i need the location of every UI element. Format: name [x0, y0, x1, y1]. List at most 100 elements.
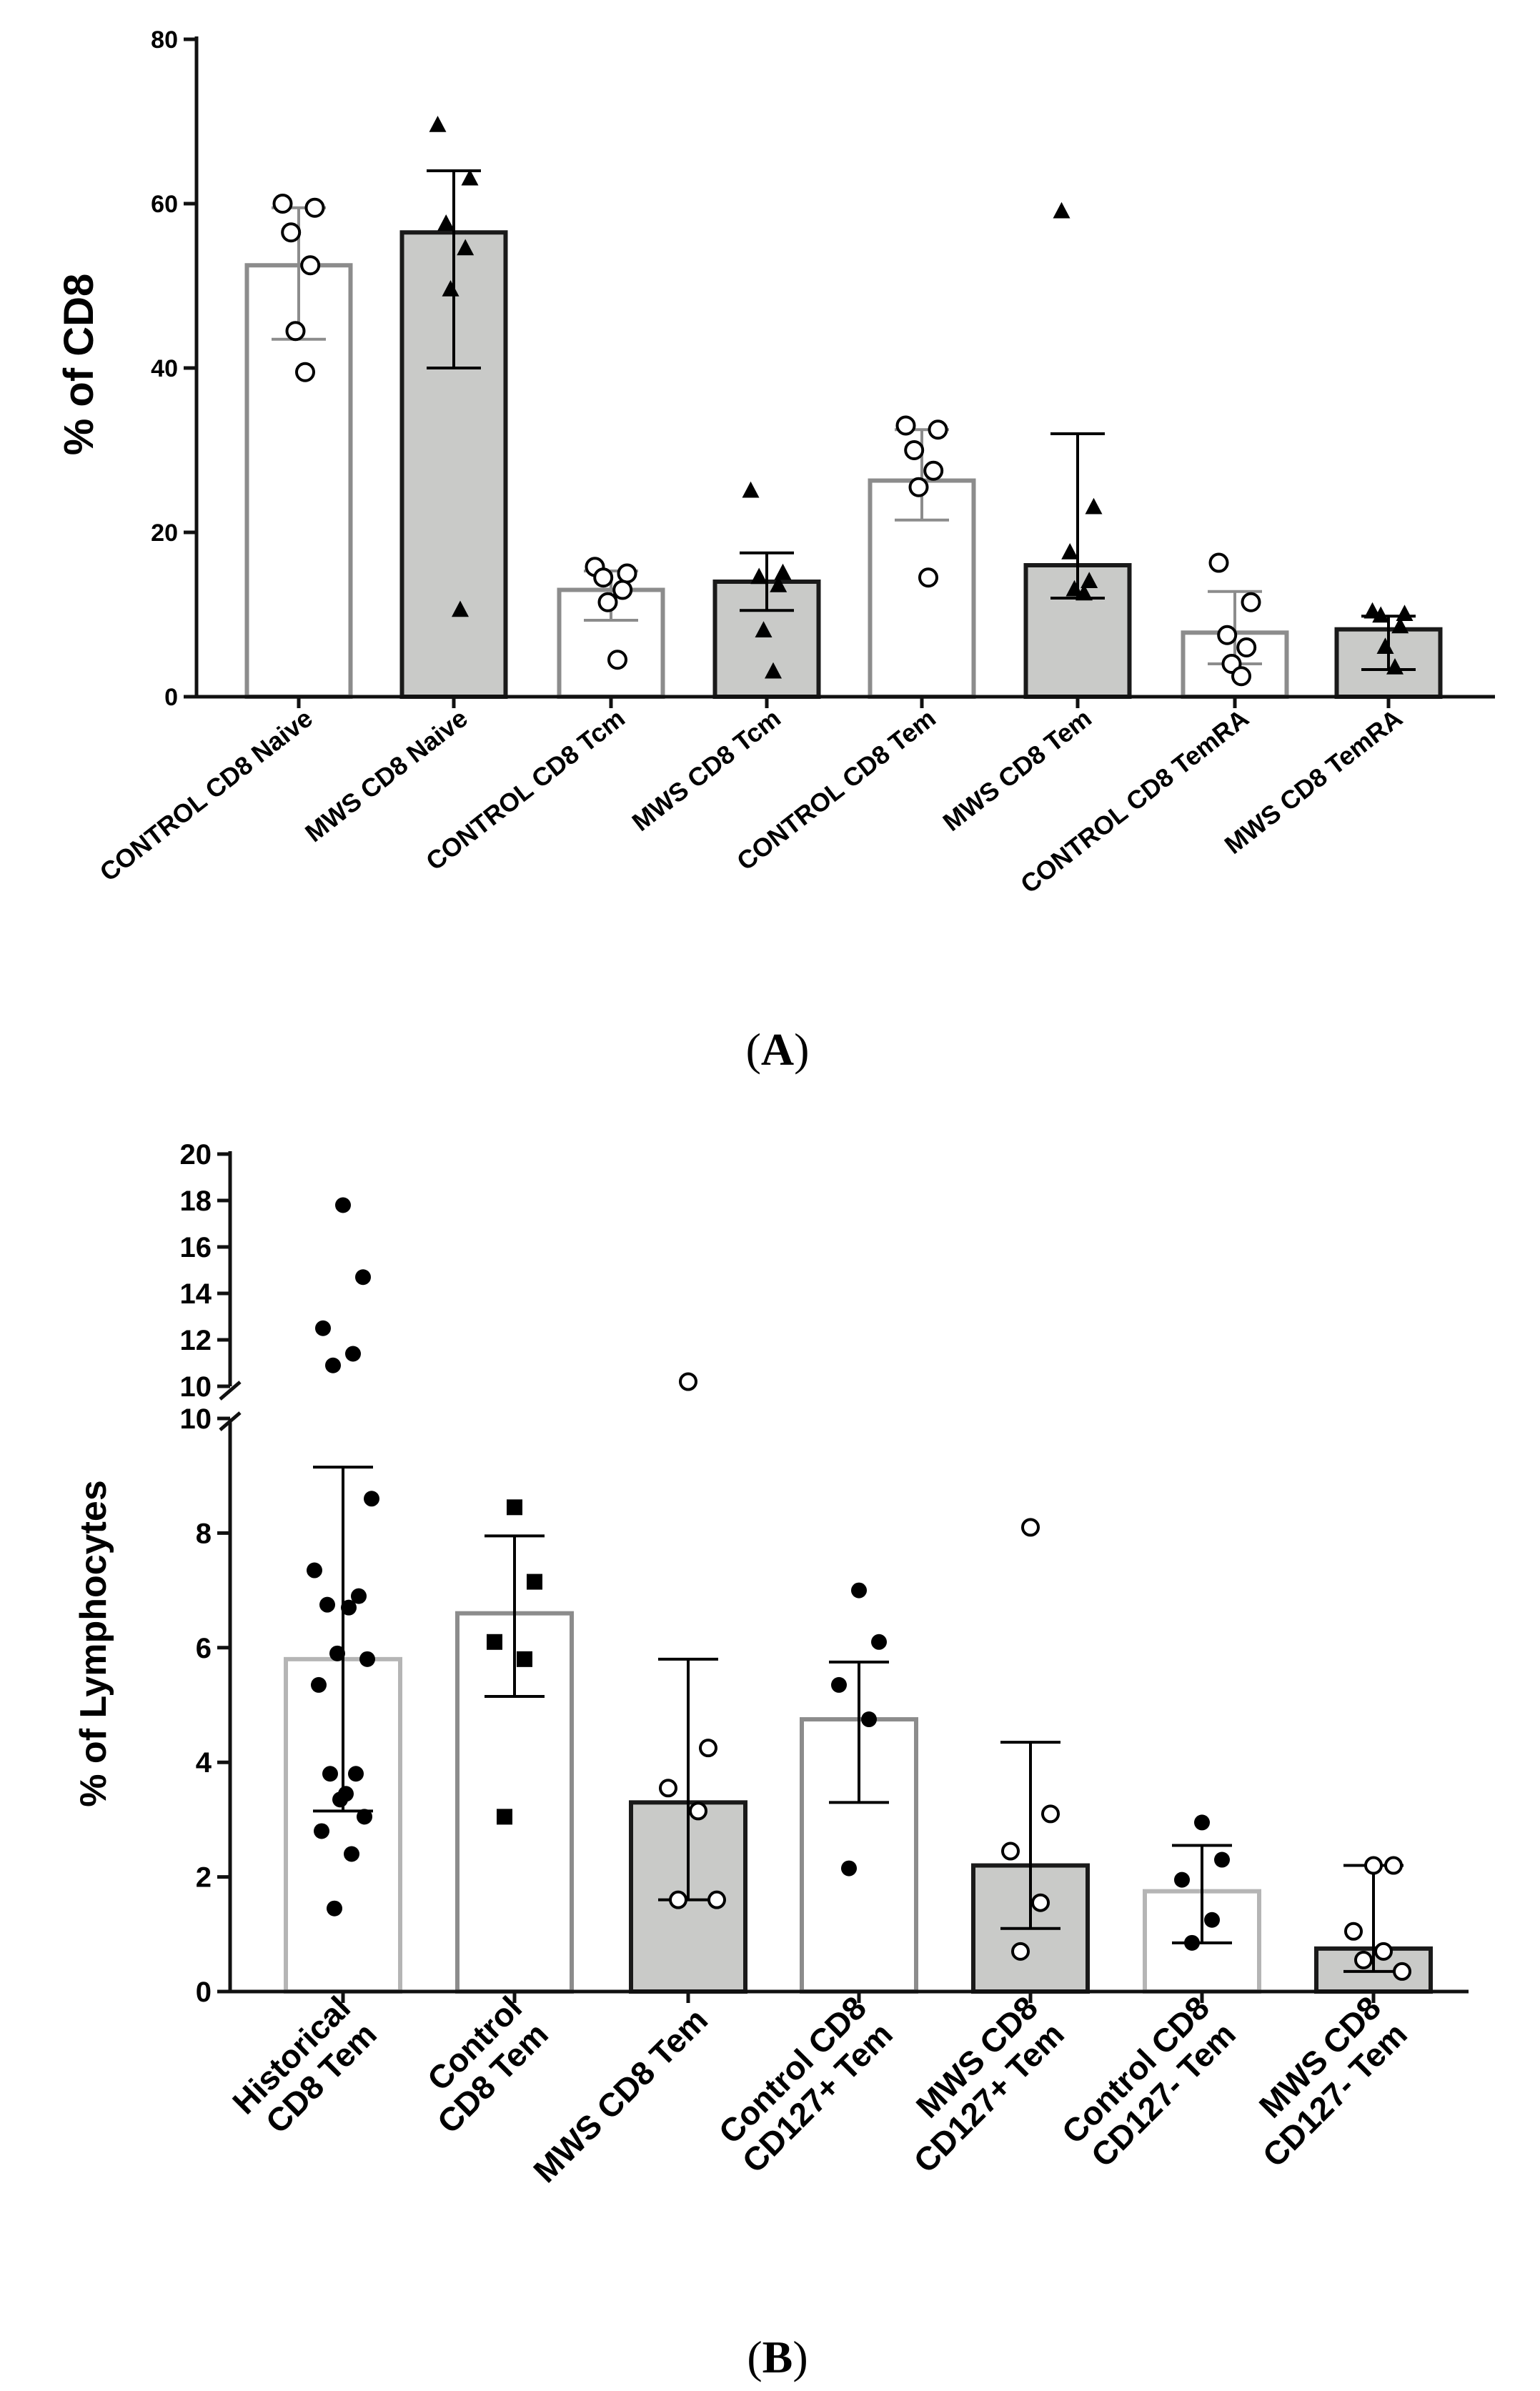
- panel-a-data-point: [1231, 666, 1251, 687]
- panel-a-data-point: [461, 169, 479, 186]
- panel-a-y-axis-title: % of CD8: [56, 274, 102, 456]
- panel-a-y-tick-label: 60: [151, 191, 178, 218]
- panel-a-label-letter: A: [761, 1024, 794, 1075]
- panel-b-data-point: [344, 1846, 359, 1862]
- panel-a-data-point: [1061, 542, 1079, 560]
- panel-a-data-point: [770, 575, 788, 592]
- panel-a-data-point: [285, 321, 306, 342]
- panel-a-y-tick-label: 20: [151, 520, 178, 547]
- panel-a-data-point: [1053, 202, 1070, 219]
- panel-b-data-point: [689, 1801, 707, 1821]
- panel-a-data-point: [272, 194, 293, 214]
- panel-b-data-point: [699, 1739, 717, 1758]
- panel-a-data-point: [1396, 605, 1414, 621]
- panel-a-category-label: MWS CD8 Naive: [299, 703, 473, 847]
- panel-b-category-label: MWS CD8 Tem: [526, 2001, 715, 2189]
- panel-b-data-point: [707, 1890, 726, 1909]
- panel-b-data-point: [831, 1676, 847, 1693]
- panel-b-category-label: MWS CD8CD127+ Tem: [880, 1989, 1071, 2179]
- panel-b-category-label: Control CD8CD127- Tem: [1055, 1989, 1243, 2177]
- panel-b-data-point: [679, 1372, 697, 1391]
- panel-b-category-label-line: MWS CD8 Tem: [526, 2001, 715, 2189]
- panel-b-data-point: [659, 1779, 677, 1798]
- panel-b-data-point: [1354, 1950, 1373, 1969]
- panel-b-data-point: [335, 1197, 351, 1213]
- panel-b-data-point: [527, 1574, 542, 1590]
- panel-b-axis-break-mark: [219, 1381, 242, 1401]
- panel-a-data-point: [774, 563, 792, 580]
- panel-b-data-point: [1021, 1518, 1040, 1537]
- panel-a-data-point: [1085, 497, 1103, 515]
- panel-b-y-tick-label: 0: [196, 1977, 212, 2008]
- panel-a-data-point: [442, 279, 459, 297]
- panel-b-label-letter: B: [762, 2332, 793, 2382]
- panel-b-data-point: [1041, 1804, 1060, 1824]
- panel-a-data-point: [742, 481, 760, 498]
- panel-b-data-point: [1393, 1962, 1411, 1981]
- panel-b-y-tick-label: 10: [180, 1403, 212, 1435]
- panel-a-data-point: [429, 115, 447, 132]
- panel-a-category-label: CONTROL CD8 Naive: [94, 703, 318, 887]
- panel-b-data-point: [332, 1791, 348, 1808]
- panel-a-data-point: [452, 600, 469, 617]
- panel-b-data-point: [517, 1651, 532, 1667]
- panel-a-data-point: [1386, 657, 1404, 675]
- panel-b-data-point: [357, 1809, 372, 1825]
- panel-b-y-tick-label: 18: [180, 1185, 212, 1217]
- panel-a-data-point: [597, 592, 618, 612]
- panel-a-data-point: [612, 580, 633, 600]
- panel-b-data-point: [1204, 1912, 1220, 1928]
- panel-b-data-point: [1344, 1922, 1363, 1941]
- panel-b-data-point: [351, 1588, 367, 1604]
- panel-b-y-tick-label: 16: [180, 1232, 212, 1263]
- panel-a-y-tick-label: 40: [151, 355, 178, 382]
- panel-b-category-label: HistoricalCD8 Tem: [225, 1989, 384, 2147]
- panel-a-data-point: [928, 419, 948, 440]
- panel-b-data-point: [1374, 1942, 1393, 1961]
- panel-a-data-point: [1081, 572, 1098, 588]
- panel-a-data-point: [295, 362, 315, 382]
- panel-b-data-point: [507, 1499, 522, 1516]
- panel-a-data-point: [300, 255, 321, 276]
- panel-b-data-point: [359, 1651, 375, 1667]
- panel-b-data-point: [311, 1676, 327, 1693]
- panel-b-data-point: [497, 1809, 512, 1825]
- panel-b-data-point: [345, 1346, 361, 1362]
- panel-b-y-tick-label: 14: [180, 1278, 212, 1310]
- panel-a-data-point: [457, 239, 475, 256]
- panel-a-y-tick-label: 0: [164, 684, 178, 711]
- panel-a-data-point: [1236, 637, 1257, 657]
- panel-b-data-point: [1384, 1856, 1403, 1875]
- panel-a-data-point: [765, 662, 782, 679]
- panel-b-data-point: [315, 1320, 331, 1336]
- panel-a-data-point: [895, 415, 916, 436]
- panel-b-data-point: [487, 1634, 502, 1650]
- panel-b-error-bars: [313, 1466, 1404, 1973]
- panel-b-data-point: [1174, 1871, 1190, 1888]
- panel-a-data-point: [1391, 617, 1409, 634]
- panel-a-data-point: [755, 621, 773, 637]
- panel-a-data-point: [918, 567, 938, 588]
- panel-a-data-point: [750, 567, 768, 585]
- panel-b-data-point: [348, 1766, 364, 1782]
- panel-b-data-point: [355, 1269, 371, 1286]
- panel-b-category-label: MWS CD8CD127- Tem: [1229, 1989, 1414, 2174]
- panel-a-data-point: [1065, 580, 1083, 597]
- panel-b-category-label: Control CD8CD127+ Tem: [709, 1989, 900, 2179]
- panel-a-data-point: [593, 567, 614, 588]
- panel-b-data-point: [669, 1890, 687, 1909]
- panel-b-data-point: [1184, 1934, 1200, 1951]
- panel-b-data-point: [851, 1582, 867, 1599]
- panel-b-points: [307, 1197, 1411, 1981]
- panel-b-y-tick-label: 8: [196, 1518, 212, 1549]
- panel-b-data-point: [314, 1823, 329, 1839]
- panel-a-axes: 0 20 40 60 80: [151, 26, 1495, 711]
- panel-b-data-point: [841, 1860, 857, 1876]
- panel-b-data-point: [1031, 1893, 1050, 1912]
- panel-b-axis-break-mark: [219, 1411, 242, 1431]
- panel-b-y-tick-label: 10: [180, 1371, 212, 1403]
